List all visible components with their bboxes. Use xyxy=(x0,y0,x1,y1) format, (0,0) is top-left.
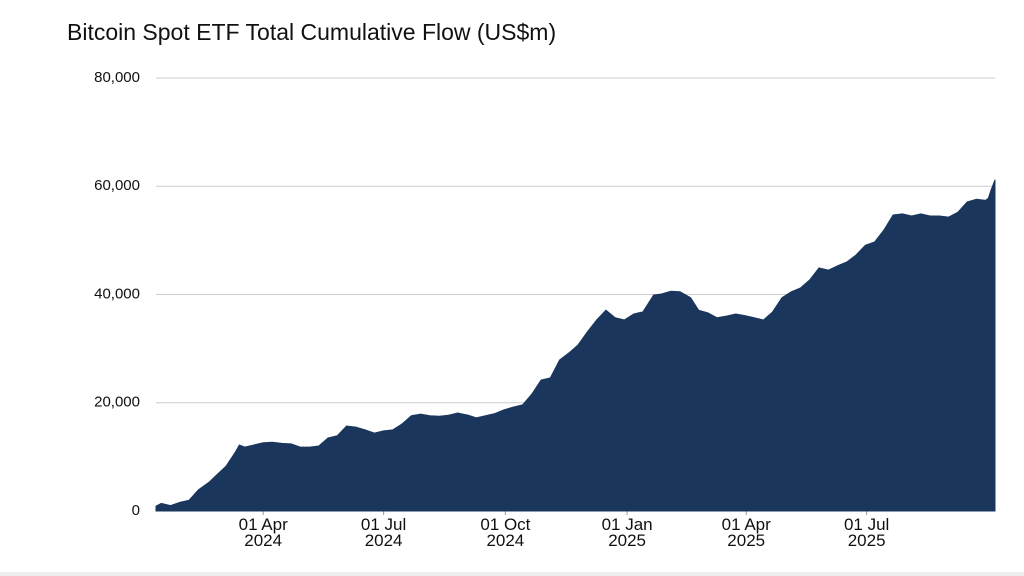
y-tick-label: 0 xyxy=(132,502,140,519)
x-tick-label: 01 Jul 2025 xyxy=(843,515,890,550)
area xyxy=(155,179,996,512)
y-tick-label: 80,000 xyxy=(94,69,140,86)
x-tick-label: 01 Apr 2024 xyxy=(238,515,288,550)
y-tick-label: 20,000 xyxy=(94,394,140,411)
x-tick-label: 01 Jul 2024 xyxy=(360,515,407,550)
x-tick-label: 01 Oct 2024 xyxy=(480,515,531,550)
y-tick-label: 60,000 xyxy=(94,177,140,194)
x-tick-label: 01 Jan 2025 xyxy=(601,515,653,550)
chart-title: Bitcoin Spot ETF Total Cumulative Flow (… xyxy=(67,19,556,45)
y-tick-label: 40,000 xyxy=(94,285,140,302)
x-tick-label: 01 Apr 2025 xyxy=(721,515,771,550)
bottom-strip xyxy=(0,572,1024,576)
